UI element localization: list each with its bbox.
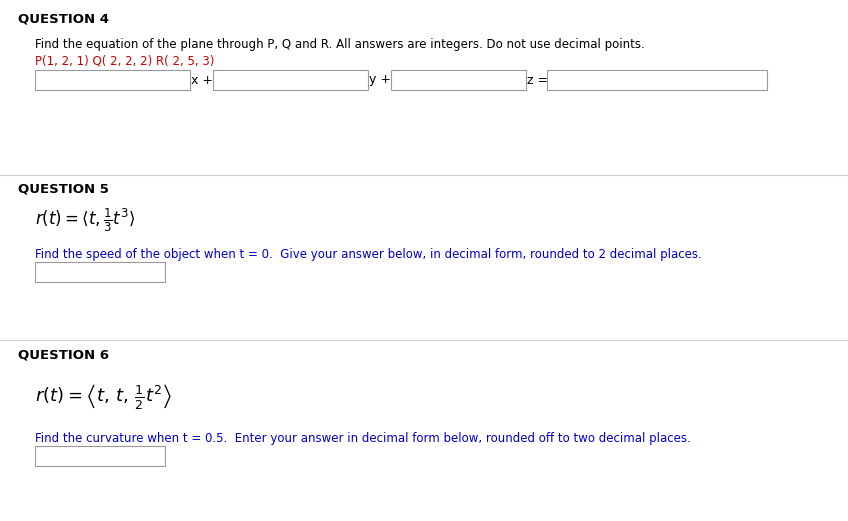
FancyBboxPatch shape — [35, 446, 165, 466]
FancyBboxPatch shape — [35, 70, 190, 90]
Text: QUESTION 6: QUESTION 6 — [18, 348, 109, 361]
Text: $r(t) = \left\langle t,\, t,\, \frac{1}{2}t^2 \right\rangle$: $r(t) = \left\langle t,\, t,\, \frac{1}{… — [35, 382, 173, 411]
FancyBboxPatch shape — [391, 70, 526, 90]
Text: QUESTION 5: QUESTION 5 — [18, 183, 109, 196]
Text: QUESTION 4: QUESTION 4 — [18, 12, 109, 25]
Text: Find the curvature when t = 0.5.  Enter your answer in decimal form below, round: Find the curvature when t = 0.5. Enter y… — [35, 432, 691, 445]
Text: $r(t) = \langle t, \frac{1}{3}t^3\rangle$: $r(t) = \langle t, \frac{1}{3}t^3\rangle… — [35, 207, 136, 234]
Text: Find the equation of the plane through P, Q and R. All answers are integers. Do : Find the equation of the plane through P… — [35, 38, 644, 51]
Text: y +: y + — [369, 73, 391, 86]
FancyBboxPatch shape — [547, 70, 767, 90]
Text: z =: z = — [527, 73, 548, 86]
Text: Find the speed of the object when t = 0.  Give your answer below, in decimal for: Find the speed of the object when t = 0.… — [35, 248, 702, 261]
FancyBboxPatch shape — [213, 70, 368, 90]
Text: x +: x + — [191, 73, 213, 86]
Text: P(1, 2, 1) Q( 2, 2, 2) R( 2, 5, 3): P(1, 2, 1) Q( 2, 2, 2) R( 2, 5, 3) — [35, 54, 215, 67]
FancyBboxPatch shape — [35, 262, 165, 282]
